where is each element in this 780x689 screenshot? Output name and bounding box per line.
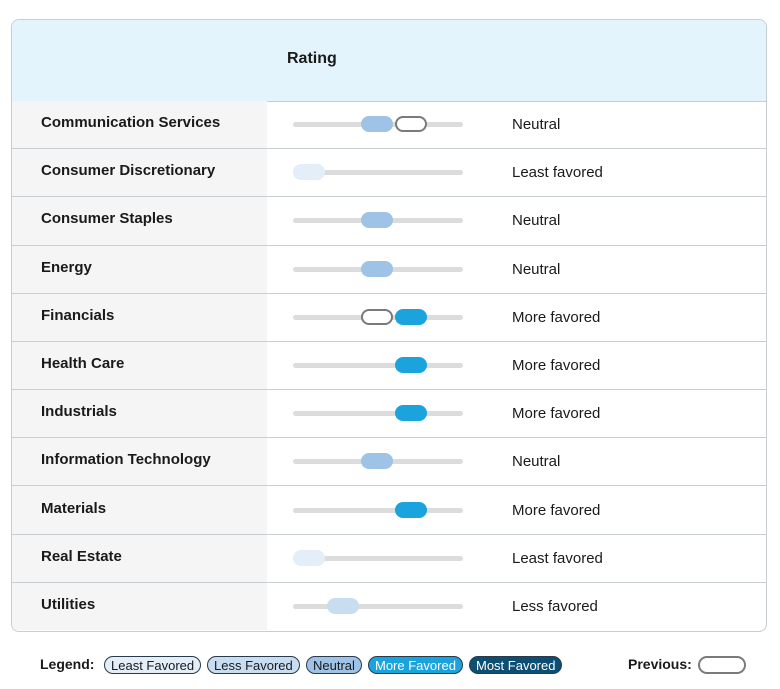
sector-cell [12, 390, 267, 438]
rating-text: More favored [512, 501, 601, 519]
slider-track [293, 362, 463, 368]
table-row: Real Estate Least favored [12, 534, 766, 583]
sector-cell [12, 101, 267, 149]
rating-text: Less favored [512, 597, 598, 615]
sector-name: Health Care [41, 354, 125, 372]
slider-track [293, 170, 463, 176]
table-row: Materials More favored [12, 486, 766, 535]
previous-marker [361, 308, 393, 325]
sector-name: Communication Services [41, 114, 221, 132]
rating-text: Least favored [512, 549, 603, 567]
rating-text: More favored [512, 405, 601, 423]
sector-name: Consumer Staples [41, 210, 173, 228]
previous-marker [395, 116, 427, 133]
slider-track [293, 411, 463, 417]
sector-cell [12, 534, 267, 582]
rating-marker [361, 260, 393, 277]
sector-cell [12, 438, 267, 486]
sector-name: Utilities [41, 595, 96, 613]
rating-marker [293, 549, 325, 566]
table-row: Information Technology Neutral [12, 438, 766, 487]
legend-item: More Favored [368, 656, 463, 674]
table-row: Financials More favored [12, 293, 766, 342]
sector-name: Real Estate [41, 547, 122, 565]
legend-item: Most Favored [469, 656, 563, 674]
rating-marker [395, 308, 427, 325]
sector-cell [12, 582, 267, 630]
table-row: Consumer Staples Neutral [12, 197, 766, 246]
rating-text: Neutral [512, 116, 561, 134]
rating-text: Least favored [512, 164, 603, 182]
slider-track [293, 603, 463, 609]
sector-name: Energy [41, 258, 92, 276]
sector-name: Industrials [41, 403, 117, 421]
legend-item: Neutral [306, 656, 362, 674]
rating-marker [395, 405, 427, 422]
rating-marker [361, 453, 393, 470]
sector-cell [12, 245, 267, 293]
rating-text: Neutral [512, 212, 561, 230]
rating-text: Neutral [512, 260, 561, 278]
rating-marker [361, 212, 393, 229]
sector-cell [12, 149, 267, 197]
rating-marker [327, 597, 359, 614]
rating-marker [395, 356, 427, 373]
ratings-table: Rating Communication Services Neutral Cons… [11, 19, 767, 632]
table-row: Communication Services Neutral [12, 101, 766, 150]
table-header: Rating [12, 20, 766, 102]
rating-marker [293, 164, 325, 181]
sector-cell [12, 197, 267, 245]
table-row: Industrials More favored [12, 390, 766, 439]
sector-name: Information Technology [41, 451, 211, 469]
rating-marker [361, 116, 393, 133]
sector-cell [12, 341, 267, 390]
table-row: Consumer Discretionary Least favored [12, 149, 766, 198]
sector-name: Consumer Discretionary [41, 162, 216, 180]
sector-name: Materials [41, 499, 107, 517]
rating-marker [395, 501, 427, 518]
legend-item: Less Favored [207, 656, 300, 674]
legend-title: Legend: [40, 656, 95, 672]
header-title: Rating [287, 50, 337, 67]
legend-item: Least Favored [104, 656, 202, 674]
slider-track [293, 555, 463, 561]
previous-swatch [698, 656, 746, 674]
slider-track [293, 507, 463, 513]
table-row: Health Care More favored [12, 341, 766, 391]
rating-text: More favored [512, 308, 601, 326]
sector-cell [12, 293, 267, 341]
rating-text: More favored [512, 356, 601, 374]
previous-label: Previous: [628, 656, 692, 672]
table-row: Utilities Less favored [12, 582, 766, 630]
rating-text: Neutral [512, 453, 561, 471]
sector-cell [12, 486, 267, 534]
table-row: Energy Neutral [12, 245, 766, 294]
sector-name: Financials [41, 306, 115, 324]
